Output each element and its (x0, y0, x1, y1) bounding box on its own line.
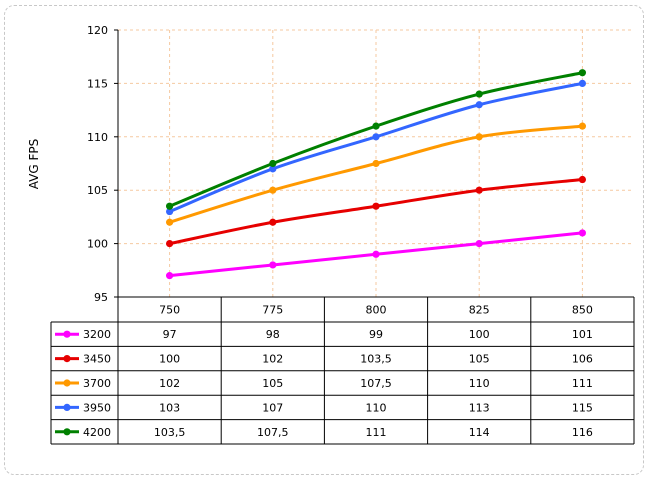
y-tick-label: 100 (87, 238, 108, 251)
legend-marker-3200 (63, 330, 71, 338)
x-tick-label: 775 (262, 304, 283, 317)
data-label: 100 (469, 328, 490, 341)
data-label: 107,5 (257, 426, 289, 439)
data-point-3950 (269, 165, 277, 173)
y-tick-label: 105 (87, 184, 108, 197)
data-label: 116 (572, 426, 593, 439)
data-point-3200 (372, 250, 380, 258)
data-label: 111 (572, 377, 593, 390)
data-table: 750 775 800 825 850 3200 97 98 99 100 101 3450 100 10… (50, 296, 635, 445)
chart-frame (4, 5, 644, 475)
data-point-4200 (372, 122, 380, 130)
data-label: 105 (469, 353, 490, 366)
axes-layer: 95 100 105 110 115 120 (87, 24, 119, 304)
data-point-4200 (475, 90, 483, 98)
data-point-3450 (475, 186, 483, 194)
data-label: 103,5 (154, 426, 186, 439)
data-point-3450 (166, 240, 174, 248)
data-point-3450 (578, 175, 587, 184)
data-point-4200 (578, 69, 587, 77)
legend-label-4200: 4200 (83, 426, 111, 439)
data-point-4200 (166, 202, 174, 210)
data-point-4200 (269, 159, 277, 168)
y-axis-label: AVG FPS (27, 139, 41, 190)
data-label: 115 (572, 401, 593, 414)
data-point-3700 (372, 159, 380, 168)
data-label: 106 (572, 353, 593, 366)
x-tick-label: 850 (572, 304, 593, 317)
data-label: 111 (366, 426, 387, 439)
data-label: 97 (163, 328, 177, 341)
data-point-3700 (475, 133, 483, 141)
data-label: 110 (366, 401, 387, 414)
legend-marker-3700 (63, 379, 71, 387)
data-label: 103,5 (360, 353, 392, 366)
data-label: 114 (469, 426, 490, 439)
data-label: 101 (572, 328, 593, 341)
legend-marker-3450 (63, 355, 71, 363)
data-label: 98 (266, 328, 280, 341)
y-tick-label: 95 (94, 291, 108, 304)
data-point-3950 (578, 79, 587, 87)
data-point-3200 (475, 240, 483, 248)
data-label: 113 (469, 401, 490, 414)
data-label: 100 (159, 353, 180, 366)
data-point-3700 (166, 218, 174, 226)
x-tick-label: 750 (159, 304, 180, 317)
data-label: 107,5 (360, 377, 392, 390)
y-tick-label: 120 (87, 24, 108, 37)
data-label: 107 (262, 401, 283, 414)
legend-label-3700: 3700 (83, 377, 111, 390)
data-point-3200 (269, 261, 277, 269)
data-label: 102 (159, 377, 180, 390)
data-point-3950 (166, 207, 174, 216)
data-label: 102 (262, 353, 283, 366)
data-label: 99 (369, 328, 383, 341)
x-tick-label: 825 (469, 304, 490, 317)
series-layer (166, 69, 587, 280)
x-tick-label: 800 (366, 304, 387, 317)
data-point-3950 (372, 133, 380, 141)
legend-label-3200: 3200 (83, 328, 111, 341)
y-tick-label: 115 (87, 77, 108, 90)
legend-label-3950: 3950 (83, 401, 111, 414)
legend-label-3450: 3450 (83, 353, 111, 366)
y-tick-label: 110 (87, 131, 108, 144)
data-point-3200 (578, 229, 587, 237)
data-label: 105 (262, 377, 283, 390)
legend-marker-3950 (63, 403, 71, 411)
data-point-3950 (475, 101, 483, 109)
data-point-3700 (578, 122, 587, 130)
legend-marker-4200 (63, 428, 71, 436)
data-point-3450 (372, 202, 380, 210)
data-point-3700 (269, 186, 277, 194)
data-label: 103 (159, 401, 180, 414)
data-point-3200 (166, 272, 174, 280)
data-label: 110 (469, 377, 490, 390)
data-point-3450 (269, 218, 277, 226)
